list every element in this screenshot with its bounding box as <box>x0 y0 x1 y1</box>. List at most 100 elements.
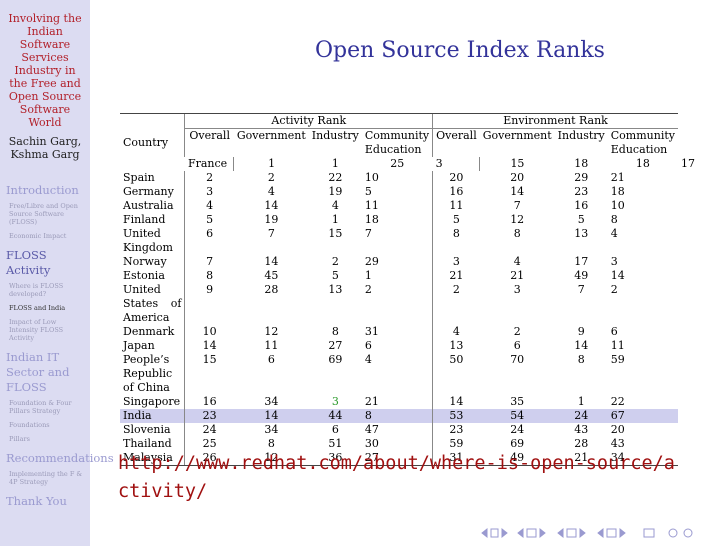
rank-cell: 4 <box>184 199 234 213</box>
slide-title: Open Source Index Ranks <box>315 38 605 63</box>
rank-cell: 22 <box>328 171 343 184</box>
country-cell: Australia <box>123 199 174 212</box>
rank-cell: 11 <box>364 199 379 212</box>
rank-cell: 29 <box>574 171 589 184</box>
rank-cell: 27 <box>361 451 433 466</box>
rank-cell: 17 <box>574 255 589 268</box>
header-row: Overall Government Industry Community Educa… <box>120 128 698 157</box>
rank-cell: 43 <box>610 437 625 450</box>
rank-cell: 7 <box>267 227 275 240</box>
rank-cell: 21 <box>510 269 525 282</box>
rank-cell: 27 <box>328 339 343 352</box>
column-header: Industry <box>557 129 605 142</box>
rank-cell: 20 <box>510 171 525 184</box>
subsection-name: Pillars <box>9 435 30 443</box>
rank-table: Country Activity Rank Environment Rank Over… <box>120 113 698 466</box>
section-name: Thank You <box>6 494 67 508</box>
country-cell: Japan <box>123 339 155 352</box>
rank-cell: 70 <box>510 353 525 366</box>
rank-cell: 69 <box>510 437 525 450</box>
rank-cell: 8 <box>267 437 275 450</box>
rank-cell: 14 <box>264 255 279 268</box>
rank-cell: 22 <box>610 395 625 408</box>
rank-cell: 18 <box>364 213 379 226</box>
table-row: United Kingdom 6 7 15 7 8 8 13 4 <box>120 227 698 255</box>
subsection-name: Foundation & Four Pillars Strategy <box>9 399 72 415</box>
rank-cell: 7 <box>184 255 234 269</box>
rank-cell: 4 <box>267 185 275 198</box>
rank-cell: 5 <box>331 269 339 282</box>
rank-cell: 9 <box>577 325 585 338</box>
rank-cell: 21 <box>364 395 379 408</box>
rank-cell: 3 <box>432 255 480 269</box>
rank-cell: 24 <box>184 423 234 437</box>
table-row: Singapore 16 34 3 21 14 35 1 22 <box>120 395 698 409</box>
rank-cell: 47 <box>364 423 379 436</box>
column-header: Community Education <box>364 129 430 156</box>
rank-cell: 3 <box>610 255 618 268</box>
rank-cell: 59 <box>432 437 480 451</box>
rank-cell: 11 <box>432 199 480 213</box>
table-row: United States of America 9 28 13 2 2 3 7 2 <box>120 283 698 325</box>
rank-cell: 21 <box>432 269 480 283</box>
country-cell: Thailand <box>123 437 172 450</box>
rank-cell: 31 <box>364 325 379 338</box>
country-cell: Singapore <box>123 395 181 408</box>
subsection-name: Impact of Low Intensity FLOSS Activity <box>9 318 64 342</box>
table-row: France 1 1 25 3 15 18 18 17 <box>120 157 698 171</box>
rank-cell: 4 <box>331 199 339 212</box>
group-header: Environment Rank <box>432 113 678 129</box>
header-row: Country Activity Rank Environment Rank <box>120 113 698 171</box>
column-header: Government <box>236 129 306 142</box>
rank-cell: 15 <box>184 353 234 395</box>
section: Indian IT Sector and FLOSS Foundation & F… <box>0 350 90 443</box>
header-cell: Country <box>120 113 185 171</box>
rank-cell: 43 <box>574 423 589 436</box>
table-row: Japan 14 11 27 6 13 6 14 11 <box>120 339 698 353</box>
table-row: Slovenia 24 34 6 47 23 24 43 20 <box>120 423 698 437</box>
rank-cell: 1 <box>331 157 339 170</box>
table-row: Spain 2 2 22 10 20 20 29 21 <box>120 171 698 185</box>
rank-cell: 34 <box>264 395 279 408</box>
rank-cell: 12 <box>510 213 525 226</box>
rank-cell: 69 <box>328 353 343 366</box>
rank-cell: 1 <box>331 213 339 226</box>
rank-cell: 51 <box>328 437 343 450</box>
rank-cell: 6 <box>267 353 275 366</box>
section: Introduction Free/Libre and Open Source S… <box>0 183 90 240</box>
subsection-name: FLOSS and India <box>9 304 66 312</box>
country-cell: Denmark <box>123 325 175 338</box>
rank-cell: 30 <box>364 437 379 450</box>
rank-cell: 5 <box>577 213 585 226</box>
column-header: Government <box>482 129 552 142</box>
rank-cell: 6 <box>184 227 234 255</box>
rank-cell: 20 <box>432 171 480 185</box>
column-header: Overall <box>184 128 234 157</box>
rank-cell: 6 <box>364 339 372 352</box>
navigation-symbols <box>481 527 693 539</box>
rank-cell: 18 <box>635 157 650 170</box>
rank-cell: 8 <box>361 409 433 423</box>
table-row: Germany 3 4 19 5 16 14 23 18 <box>120 185 698 199</box>
rank-cell: 5 <box>364 185 372 198</box>
table-row: Malaysia 26 12 36 27 31 49 21 34 <box>120 451 698 466</box>
rank-cell: 14 <box>432 395 480 409</box>
rank-cell: 8 <box>331 325 339 338</box>
rank-cell: 21 <box>554 451 608 466</box>
country-cell: Spain <box>123 171 155 184</box>
rank-cell: 53 <box>432 409 480 423</box>
rank-cell: 29 <box>364 255 379 268</box>
rank-cell: 4 <box>432 325 480 339</box>
rank-cell: 15 <box>328 227 343 240</box>
group-header: Activity Rank <box>184 113 433 129</box>
country-cell: Germany <box>123 185 174 198</box>
rank-cell: 28 <box>574 437 589 450</box>
rank-cell: 2 <box>610 283 618 296</box>
rank-cell: 8 <box>432 227 480 255</box>
rank-cell: 2 <box>331 255 339 268</box>
rank-cell: 12 <box>264 325 279 338</box>
rank-cell: 14 <box>610 269 625 282</box>
rank-cell: 25 <box>184 437 234 451</box>
rank-cell: 5 <box>432 213 480 227</box>
column-header: Industry <box>311 129 359 142</box>
